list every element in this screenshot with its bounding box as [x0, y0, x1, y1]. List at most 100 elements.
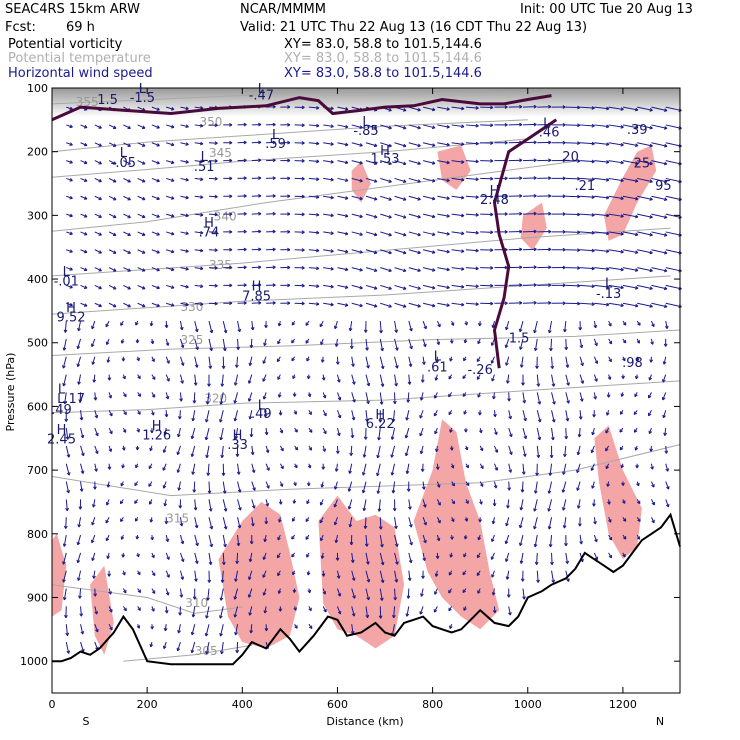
- wind-vector: [565, 374, 570, 386]
- wind-arrowhead: [141, 179, 146, 183]
- wind-arrowhead: [405, 470, 410, 474]
- wind-vector: [422, 499, 426, 508]
- wind-vector: [365, 284, 378, 290]
- wind-arrowhead: [165, 396, 170, 400]
- wind-arrowhead: [293, 482, 297, 486]
- wind-arrowhead: [266, 467, 270, 471]
- wind-arrowhead: [537, 401, 542, 405]
- extrema-label: L: [258, 82, 266, 97]
- wind-vector: [235, 624, 239, 636]
- wind-arrowhead: [577, 159, 581, 163]
- wind-vector: [179, 410, 181, 420]
- wind-vector: [208, 338, 213, 351]
- wind-vector: [79, 588, 82, 599]
- wind-arrowhead: [120, 482, 124, 487]
- wind-vector: [162, 463, 167, 471]
- wind-vector: [394, 195, 407, 201]
- wind-arrowhead: [180, 540, 185, 545]
- wind-vector: [491, 356, 495, 364]
- wind-vector: [380, 231, 392, 236]
- wind-arrowhead: [330, 159, 334, 164]
- wind-arrowhead: [287, 229, 291, 234]
- wind-vector: [451, 142, 465, 145]
- wind-vector: [335, 534, 338, 543]
- wind-vector: [236, 356, 239, 368]
- wind-arrowhead: [519, 507, 524, 511]
- wind-arrowhead: [66, 454, 71, 458]
- wind-arrowhead: [388, 215, 392, 219]
- wind-vector: [180, 302, 189, 306]
- wind-arrowhead: [490, 105, 494, 110]
- wind-arrowhead: [204, 419, 209, 423]
- wind-arrowhead: [562, 301, 566, 306]
- pv-contour: [492, 118, 558, 369]
- wind-arrowhead: [494, 449, 499, 453]
- wind-vector: [576, 463, 581, 473]
- extrema-label: .51: [194, 160, 215, 175]
- wind-vector: [379, 356, 384, 369]
- wind-arrowhead: [307, 589, 312, 594]
- wind-vector: [319, 320, 324, 327]
- wind-arrowhead: [191, 614, 196, 618]
- wind-arrowhead: [151, 590, 156, 594]
- wind-vector: [191, 427, 196, 439]
- wind-arrowhead: [406, 399, 411, 403]
- wind-arrowhead: [301, 194, 305, 199]
- wind-vector: [108, 284, 117, 290]
- wind-arrowhead: [523, 435, 528, 440]
- wind-vector: [465, 249, 479, 252]
- wind-arrowhead: [148, 501, 153, 505]
- wind-arrowhead: [519, 301, 523, 305]
- wind-vector: [406, 606, 410, 617]
- wind-arrowhead: [648, 377, 653, 381]
- wind-vector: [551, 356, 553, 369]
- wind-vector: [562, 463, 567, 475]
- wind-vector: [164, 427, 167, 435]
- wind-arrowhead: [476, 358, 481, 363]
- wind-vector: [166, 267, 175, 271]
- theta-contour: [51, 584, 243, 614]
- theta-contour: [51, 138, 528, 178]
- wind-arrowhead: [249, 434, 254, 438]
- wind-arrowhead: [301, 230, 305, 235]
- wind-arrowhead: [477, 536, 482, 541]
- wind-arrowhead: [464, 446, 469, 451]
- wind-vector: [179, 320, 183, 330]
- wind-arrowhead: [335, 450, 340, 454]
- wind-arrowhead: [214, 283, 218, 288]
- extrema-label: H: [375, 408, 385, 423]
- wind-vector: [77, 338, 82, 349]
- wind-arrowhead: [162, 467, 166, 471]
- wind-vector: [237, 499, 242, 511]
- wind-arrowhead: [62, 365, 66, 369]
- wind-vector: [562, 499, 567, 511]
- wind-vector: [222, 552, 225, 565]
- wind-vector: [179, 534, 184, 544]
- wind-arrowhead: [234, 435, 239, 440]
- wind-vector: [651, 267, 668, 272]
- wind-arrowhead: [504, 212, 508, 216]
- wind-vector: [365, 570, 370, 583]
- wind-vector: [522, 427, 527, 439]
- wind-arrowhead: [83, 196, 88, 200]
- wind-arrowhead: [98, 303, 102, 308]
- wind-arrowhead: [185, 213, 189, 218]
- theta-contour: [51, 227, 671, 277]
- wind-vector: [522, 392, 526, 404]
- wind-arrowhead: [620, 285, 624, 290]
- wind-arrowhead: [359, 143, 363, 147]
- wind-arrowhead: [249, 630, 254, 634]
- wind-vector: [420, 445, 424, 454]
- wind-arrowhead: [662, 361, 667, 365]
- wind-arrowhead: [434, 448, 439, 452]
- wind-vector: [419, 410, 424, 419]
- wind-arrowhead: [507, 487, 512, 491]
- wind-vector: [263, 392, 267, 400]
- wind-arrowhead: [214, 176, 218, 181]
- wind-arrowhead: [359, 267, 363, 272]
- wind-vector: [323, 302, 334, 306]
- wind-vector: [579, 392, 583, 402]
- wind-arrowhead: [320, 555, 325, 559]
- wind-arrowhead: [344, 231, 349, 236]
- wind-arrowhead: [490, 342, 495, 346]
